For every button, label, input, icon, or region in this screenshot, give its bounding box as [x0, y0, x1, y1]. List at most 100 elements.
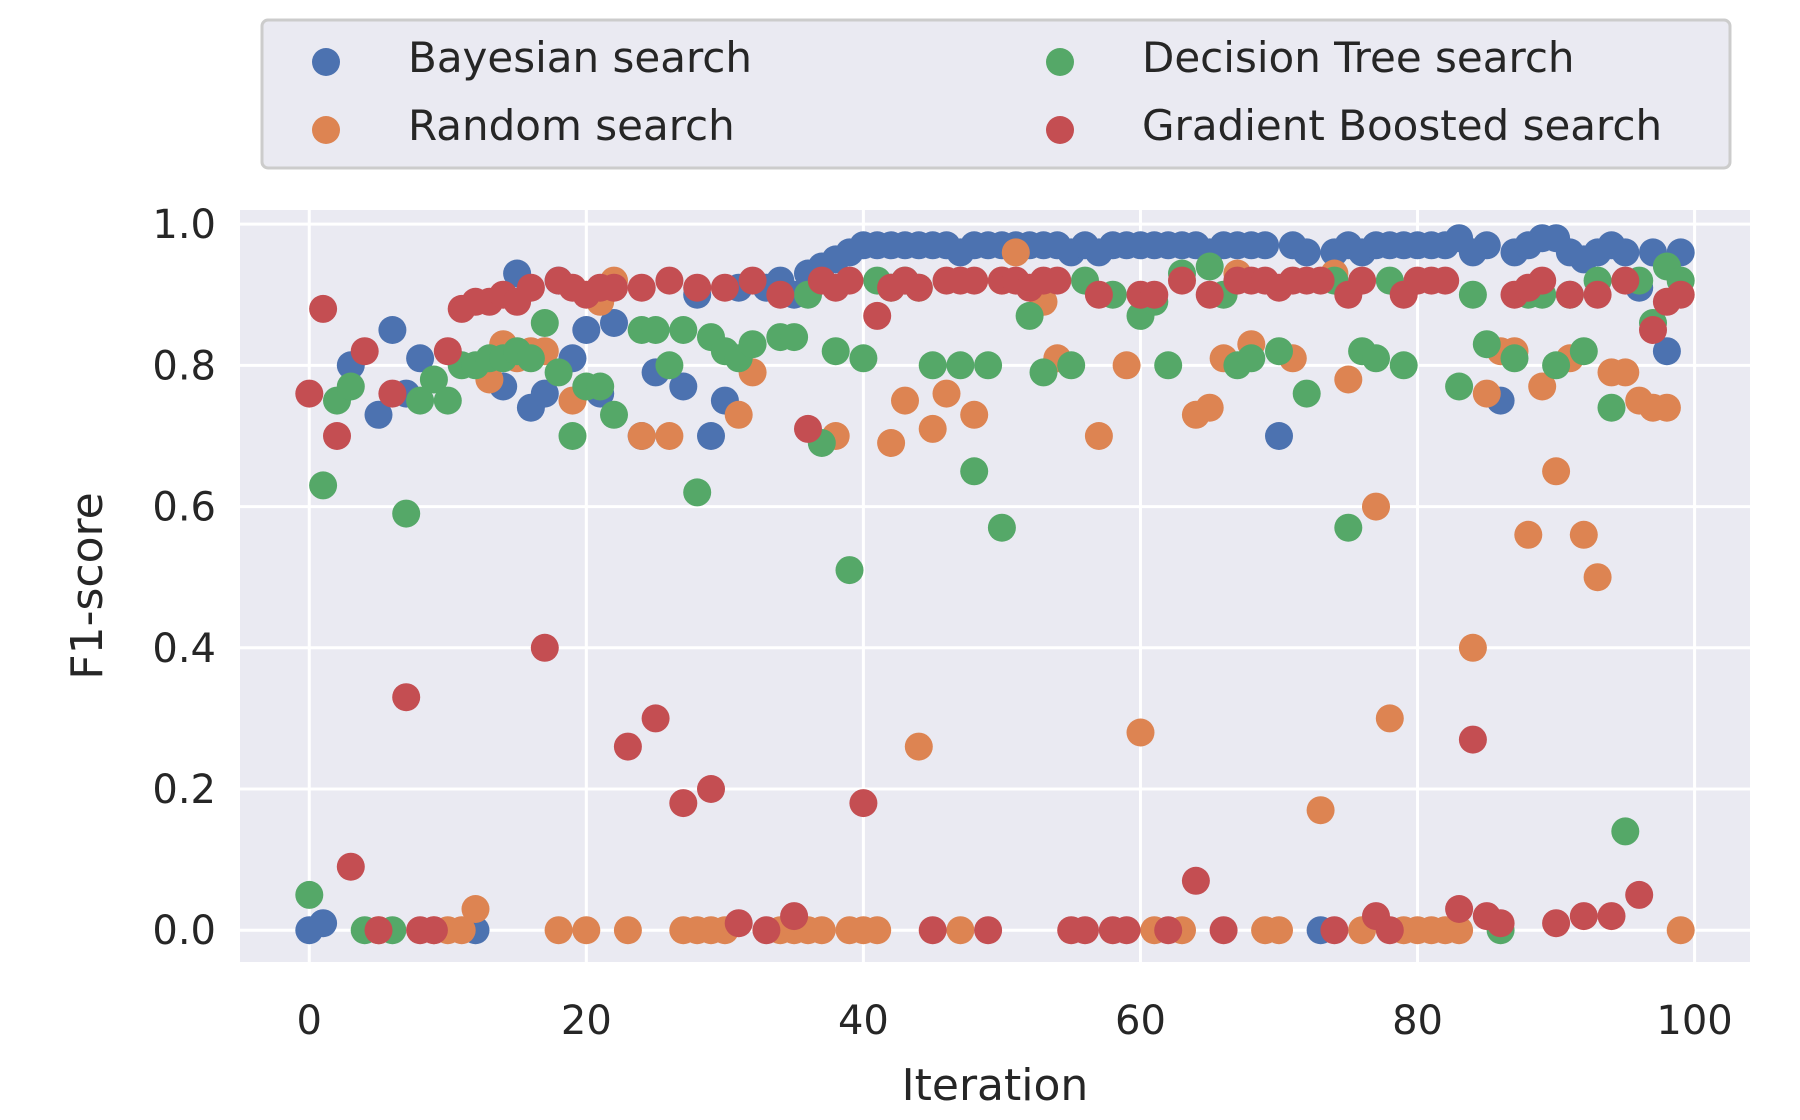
data-point-random — [1001, 238, 1030, 267]
data-point-bayesian — [309, 909, 338, 938]
data-point-gradient-boosted — [752, 916, 781, 945]
legend: Bayesian search Random search Decision T… — [260, 18, 1732, 170]
data-point-decision-tree — [849, 344, 878, 373]
data-point-gradient-boosted — [1154, 916, 1183, 945]
data-point-decision-tree — [835, 556, 864, 585]
y-tick-label: 0.2 — [152, 767, 216, 813]
y-tick-labels: 0.0 0.2 0.4 0.6 0.8 1.0 — [152, 202, 216, 954]
x-tick-label: 40 — [838, 998, 889, 1044]
data-point-random — [891, 386, 919, 415]
data-point-gradient-boosted — [655, 266, 684, 295]
data-point-gradient-boosted — [1486, 909, 1515, 938]
legend-marker-gradient-boosted — [1046, 116, 1074, 144]
data-point-gradient-boosted — [309, 294, 338, 323]
data-point-random — [946, 916, 975, 945]
y-axis-title: F1-score — [62, 492, 113, 679]
data-point-gradient-boosted — [1597, 902, 1626, 931]
data-point-bayesian — [1611, 238, 1640, 267]
data-point-gradient-boosted — [1639, 316, 1667, 344]
data-point-gradient-boosted — [1542, 909, 1571, 938]
data-point-random — [655, 422, 684, 450]
data-point-bayesian — [406, 344, 435, 373]
data-point-gradient-boosted — [1445, 895, 1474, 923]
data-point-random — [960, 400, 989, 429]
data-points — [295, 224, 1695, 945]
data-point-decision-tree — [1597, 393, 1626, 422]
data-point-random — [1375, 704, 1404, 733]
data-point-random — [863, 916, 892, 945]
data-point-random — [627, 422, 656, 450]
data-point-decision-tree — [1445, 372, 1474, 401]
data-point-decision-tree — [683, 478, 712, 507]
data-point-decision-tree — [669, 316, 698, 344]
x-tick-labels: 0 20 40 60 80 100 — [297, 998, 1733, 1044]
data-point-decision-tree — [1389, 351, 1418, 380]
legend-label-gradient-boosted: Gradient Boosted search — [1142, 101, 1662, 150]
data-point-random — [1542, 457, 1571, 486]
data-point-decision-tree — [974, 351, 1003, 380]
data-point-bayesian — [1652, 337, 1681, 366]
data-point-decision-tree — [1334, 513, 1363, 542]
data-point-gradient-boosted — [1458, 725, 1487, 754]
data-point-gradient-boosted — [350, 337, 379, 366]
data-point-decision-tree — [392, 499, 421, 528]
data-point-gradient-boosted — [530, 633, 559, 662]
data-point-gradient-boosted — [641, 704, 670, 733]
data-point-gradient-boosted — [863, 301, 892, 330]
data-point-decision-tree — [1057, 351, 1086, 380]
data-point-decision-tree — [821, 337, 850, 366]
data-point-decision-tree — [1542, 351, 1571, 380]
data-point-random — [1126, 718, 1155, 747]
data-point-gradient-boosted — [1375, 916, 1404, 945]
data-point-decision-tree — [1154, 351, 1183, 380]
data-point-gradient-boosted — [724, 909, 753, 938]
plot-area-background — [240, 210, 1750, 962]
data-point-decision-tree — [655, 351, 684, 380]
data-point-random — [1652, 393, 1681, 422]
data-point-decision-tree — [1569, 337, 1598, 366]
data-point-gradient-boosted — [295, 379, 324, 408]
data-point-decision-tree — [946, 351, 975, 380]
data-point-random — [724, 400, 753, 429]
data-point-gradient-boosted — [516, 273, 545, 302]
data-point-decision-tree — [516, 344, 545, 373]
data-point-decision-tree — [1265, 337, 1293, 366]
data-point-gradient-boosted — [780, 902, 809, 931]
legend-label-bayesian: Bayesian search — [408, 33, 752, 82]
data-point-gradient-boosted — [1140, 280, 1169, 309]
data-point-bayesian — [364, 400, 393, 429]
data-point-random — [544, 916, 573, 945]
x-tick-label: 100 — [1656, 998, 1732, 1044]
data-point-bayesian — [572, 316, 601, 344]
data-point-gradient-boosted — [1528, 266, 1557, 295]
data-point-decision-tree — [530, 309, 559, 337]
data-point-decision-tree — [544, 358, 573, 387]
data-point-decision-tree — [558, 422, 587, 450]
data-point-gradient-boosted — [1084, 280, 1113, 309]
data-point-random — [1112, 351, 1141, 380]
data-point-gradient-boosted — [1320, 916, 1349, 945]
series-gradient-boosted — [295, 266, 1695, 945]
data-point-gradient-boosted — [904, 273, 933, 302]
data-point-random — [1084, 422, 1113, 450]
data-point-bayesian — [378, 316, 407, 344]
data-point-decision-tree — [1611, 817, 1640, 846]
data-point-random — [1528, 372, 1557, 401]
data-point-random — [1666, 916, 1695, 945]
data-point-gradient-boosted — [849, 789, 878, 818]
legend-box — [260, 18, 1732, 170]
data-point-gradient-boosted — [1569, 902, 1598, 931]
data-point-random — [1445, 916, 1474, 945]
data-point-gradient-boosted — [1071, 916, 1099, 945]
legend-marker-random — [312, 116, 340, 144]
data-point-gradient-boosted — [1195, 280, 1224, 309]
data-point-gradient-boosted — [1611, 266, 1640, 295]
data-point-random — [1306, 796, 1335, 825]
data-point-gradient-boosted — [323, 422, 351, 450]
data-point-random — [1583, 563, 1612, 592]
data-point-gradient-boosted — [1625, 880, 1654, 909]
data-point-bayesian — [697, 422, 725, 450]
data-point-gradient-boosted — [433, 337, 462, 366]
data-point-gradient-boosted — [1348, 266, 1377, 295]
